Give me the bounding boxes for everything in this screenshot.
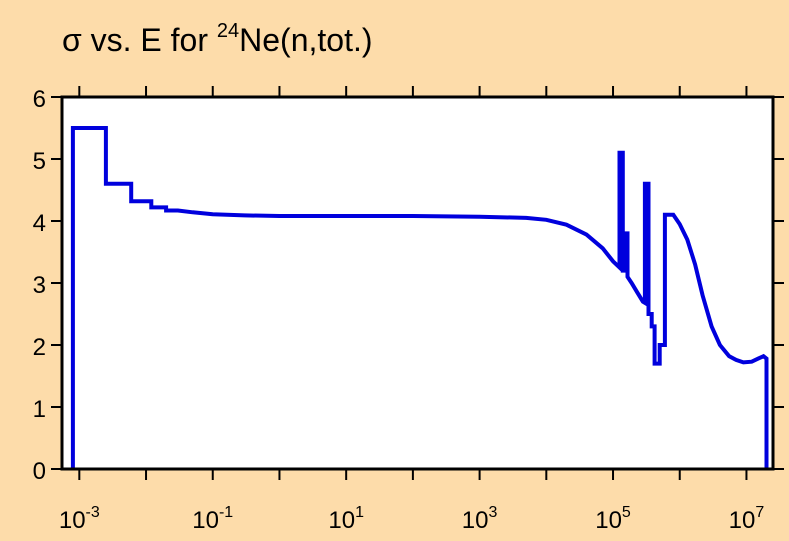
x-tick-label: 103 <box>462 504 498 534</box>
series-line-0 <box>70 126 769 469</box>
chart-title: σ vs. E for 24Ne(n,tot.) <box>62 20 373 59</box>
y-tick-label: 1 <box>33 396 46 423</box>
title-prefix: σ vs. E for <box>62 22 217 58</box>
plot-area <box>62 97 773 469</box>
labels-layer: 0 1 2 3 4 5 6 10-3 10-1 101 103 105 107 <box>33 86 765 534</box>
y-tick-label: 0 <box>33 458 46 485</box>
y-tick-label: 6 <box>33 86 46 113</box>
x-tick-label: 107 <box>729 504 765 534</box>
title-isotope-mass: 24 <box>216 20 240 43</box>
title-suffix: Ne(n,tot.) <box>239 22 373 58</box>
plot-frame <box>60 95 775 471</box>
ticks-layer <box>51 86 784 480</box>
x-tick-label: 10-3 <box>59 504 100 534</box>
y-tick-label: 3 <box>33 272 46 299</box>
x-tick-label: 105 <box>595 504 631 534</box>
y-tick-label: 2 <box>33 334 46 361</box>
x-tick-label: 101 <box>328 504 364 534</box>
series-layer <box>70 126 769 469</box>
y-tick-label: 4 <box>33 210 46 237</box>
y-tick-label: 5 <box>33 148 46 175</box>
x-tick-label: 10-1 <box>192 504 233 534</box>
